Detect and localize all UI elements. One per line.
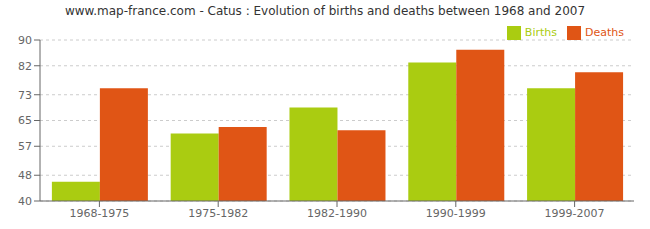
svg-text:90: 90 (18, 34, 32, 47)
html-text:www.map-france.com - Catus : E: www.map-france.com - Catus : Evolution o… (64, 4, 586, 18)
html-text:Births: Births (524, 26, 557, 39)
svg-text:65: 65 (18, 114, 32, 127)
svg-text:1999-2007: 1999-2007 (545, 207, 605, 220)
svg-text:40: 40 (18, 195, 32, 208)
html-text:Deaths: Deaths (585, 26, 624, 39)
svg-text:73: 73 (18, 89, 32, 102)
svg-text:48: 48 (18, 169, 32, 182)
svg-text:1975-1982: 1975-1982 (188, 207, 248, 220)
svg-text:1968-1975: 1968-1975 (69, 207, 129, 220)
svg-text:1982-1990: 1982-1990 (307, 207, 367, 220)
svg-text:57: 57 (18, 140, 32, 153)
svg-text:82: 82 (18, 60, 32, 73)
svg-text:1990-1999: 1990-1999 (426, 207, 486, 220)
